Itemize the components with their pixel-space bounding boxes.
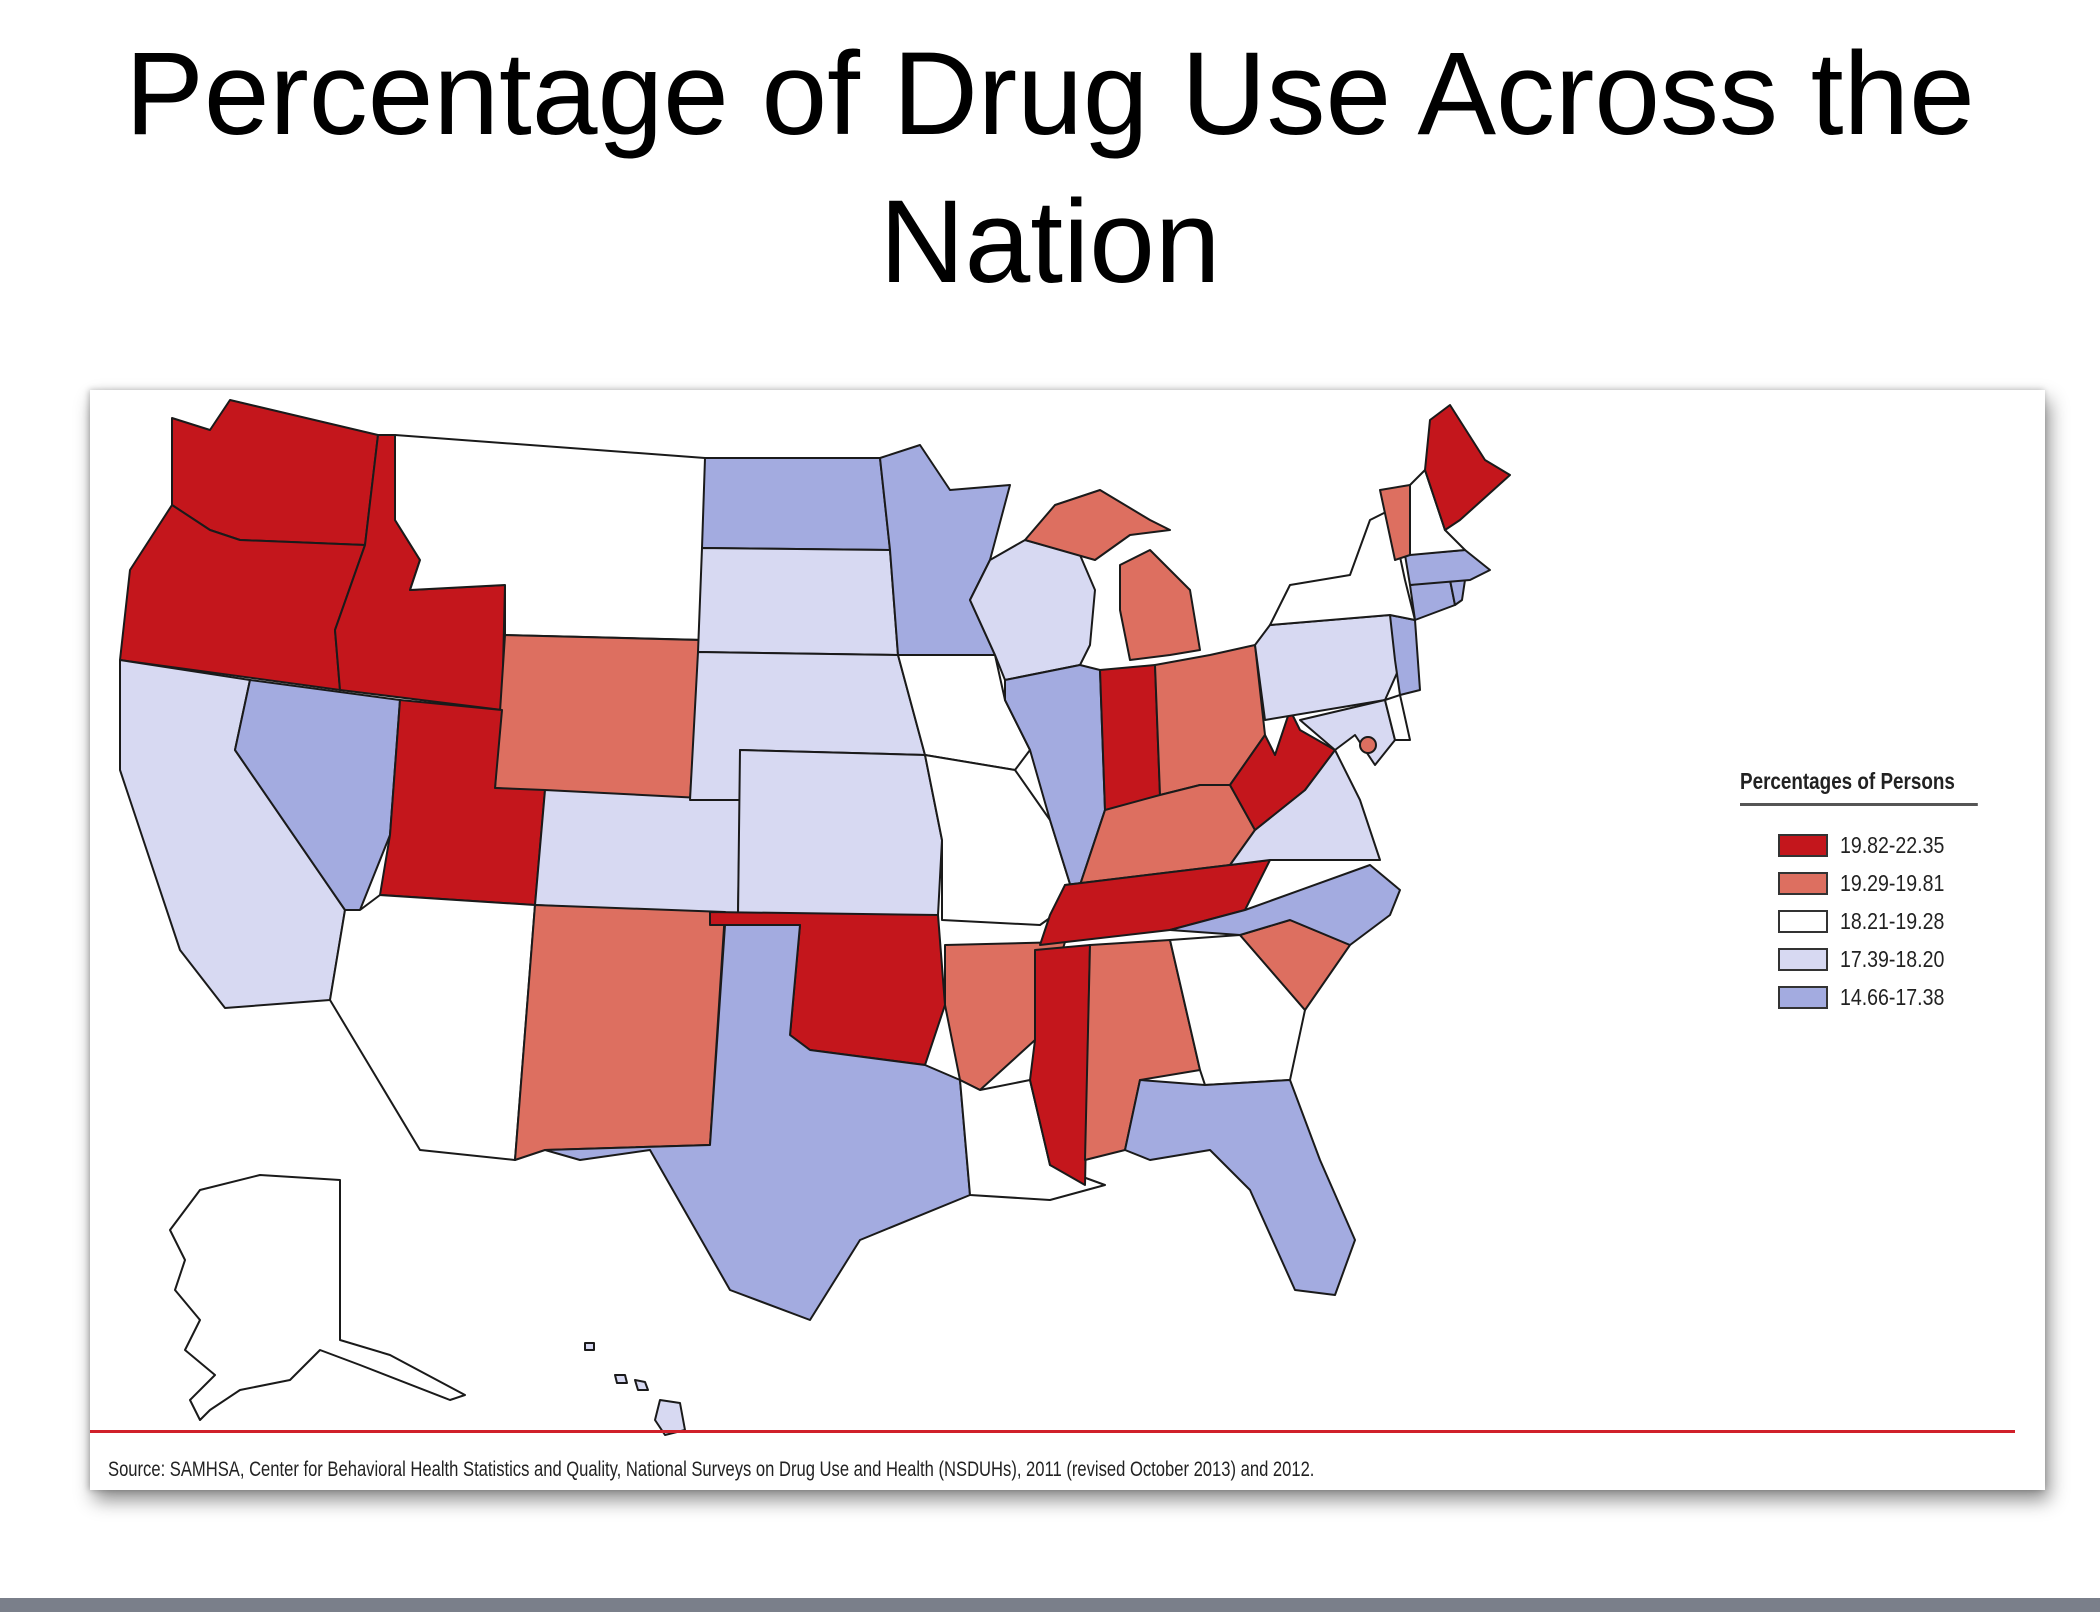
state-nd — [701, 457, 891, 551]
state-in — [1099, 664, 1161, 811]
slide-title: Percentage of Drug Use Across the Nation — [125, 28, 1975, 308]
states-layer — [119, 399, 1511, 1436]
state-co — [534, 789, 741, 916]
map-legend: Percentages of Persons 19.82-22.35 19.29… — [1740, 768, 2030, 1016]
legend-label: 19.82-22.35 — [1840, 831, 1945, 858]
legend-title: Percentages of Persons — [1740, 768, 1978, 806]
legend-item: 14.66-17.38 — [1778, 978, 2030, 1016]
state-wa — [171, 399, 379, 546]
state-nh — [1409, 469, 1466, 556]
map-card: Percentages of Persons 19.82-22.35 19.29… — [90, 390, 2045, 1490]
state-mi-lp — [1119, 549, 1201, 661]
legend-item: 17.39-18.20 — [1778, 940, 2030, 978]
legend-item: 19.29-19.81 — [1778, 864, 2030, 902]
legend-item: 18.21-19.28 — [1778, 902, 2030, 940]
state-wy — [494, 634, 701, 801]
legend-swatch — [1778, 947, 1828, 971]
state-az — [329, 894, 536, 1161]
source-divider — [90, 1430, 2015, 1433]
legend-label: 19.29-19.81 — [1840, 869, 1945, 896]
state-nj — [1389, 614, 1421, 696]
legend-label: 17.39-18.20 — [1840, 945, 1945, 972]
bottom-bar — [0, 1598, 2100, 1612]
state-dc — [1359, 736, 1377, 754]
state-hi-3 — [634, 1379, 649, 1391]
legend-swatch — [1778, 871, 1828, 895]
state-ct — [1409, 579, 1456, 621]
legend-swatch — [1778, 909, 1828, 933]
legend-swatch — [1778, 985, 1828, 1009]
state-hi-2 — [614, 1374, 628, 1384]
us-map — [119, 399, 1511, 1436]
state-wv — [1229, 709, 1336, 831]
state-tx — [544, 924, 971, 1321]
state-de — [1384, 694, 1411, 741]
state-nc — [1169, 864, 1401, 946]
source-note: Source: SAMHSA, Center for Behavioral He… — [108, 1458, 1315, 1481]
state-me — [1424, 404, 1511, 531]
legend-item: 19.82-22.35 — [1778, 826, 2030, 864]
legend-swatch — [1778, 833, 1828, 857]
state-nm — [514, 904, 726, 1161]
state-fl — [1124, 1079, 1356, 1296]
state-ak — [169, 1174, 466, 1421]
state-sd — [697, 547, 899, 656]
state-ks — [737, 749, 943, 916]
legend-label: 14.66-17.38 — [1840, 983, 1945, 1010]
legend-label: 18.21-19.28 — [1840, 907, 1945, 934]
state-hi-1 — [584, 1342, 595, 1351]
state-mi-up — [1024, 489, 1171, 561]
